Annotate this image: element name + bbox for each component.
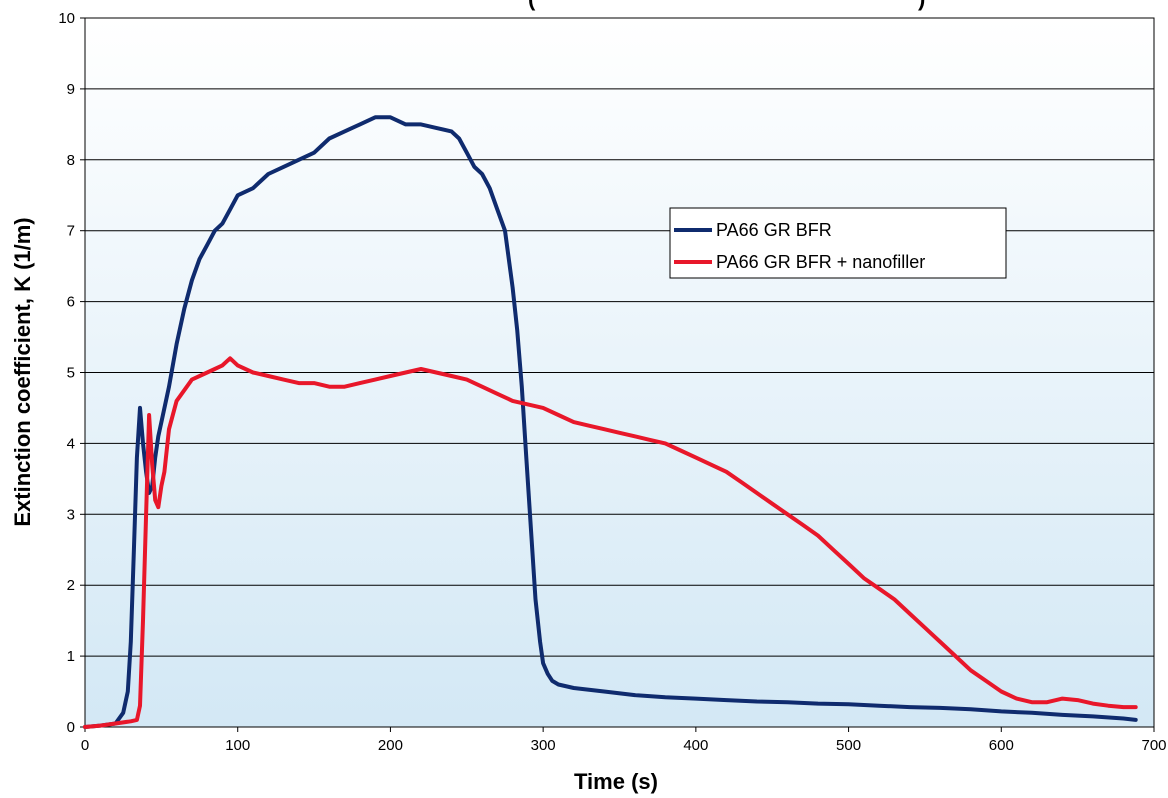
x-tick-label: 500 xyxy=(836,737,861,754)
y-tick-label: 10 xyxy=(58,10,75,27)
series-line-1 xyxy=(83,115,1138,729)
y-tick-label: 0 xyxy=(67,719,75,736)
series-line-2 xyxy=(83,356,1138,729)
legend-label-series-1: PA66 GR BFR xyxy=(716,220,832,240)
legend-label-series-2: PA66 GR BFR + nanofiller xyxy=(716,252,925,272)
x-tick-label: 600 xyxy=(989,737,1014,754)
x-axis-ticks: 0 100 200 300 400 500 600 700 xyxy=(81,727,1167,754)
y-tick-label: 3 xyxy=(67,506,75,523)
x-tick-label: 400 xyxy=(683,737,708,754)
y-tick-label: 2 xyxy=(67,577,75,594)
y-axis-title: Extinction coefficient, K (1/m) xyxy=(10,217,35,526)
x-axis-title: Time (s) xyxy=(574,769,658,794)
y-tick-label: 7 xyxy=(67,223,75,240)
title-partial-close: ) xyxy=(918,0,925,11)
y-tick-label: 9 xyxy=(67,81,75,98)
x-tick-label: 700 xyxy=(1141,737,1166,754)
y-tick-label: 5 xyxy=(67,365,75,382)
x-tick-label: 0 xyxy=(81,737,89,754)
y-tick-label: 8 xyxy=(67,152,75,169)
y-tick-label: 4 xyxy=(67,435,75,452)
legend: PA66 GR BFR PA66 GR BFR + nanofiller xyxy=(669,207,1007,279)
y-tick-label: 1 xyxy=(67,648,75,665)
series-lines xyxy=(83,115,1138,729)
legend-box xyxy=(669,207,1007,279)
x-tick-label: 200 xyxy=(378,737,403,754)
x-tick-label: 100 xyxy=(225,737,250,754)
title-partial-open: ( xyxy=(528,0,536,11)
y-axis-ticks: 0 1 2 3 4 5 6 7 8 9 10 xyxy=(58,10,85,736)
y-tick-label: 6 xyxy=(67,294,75,311)
x-tick-label: 300 xyxy=(531,737,556,754)
